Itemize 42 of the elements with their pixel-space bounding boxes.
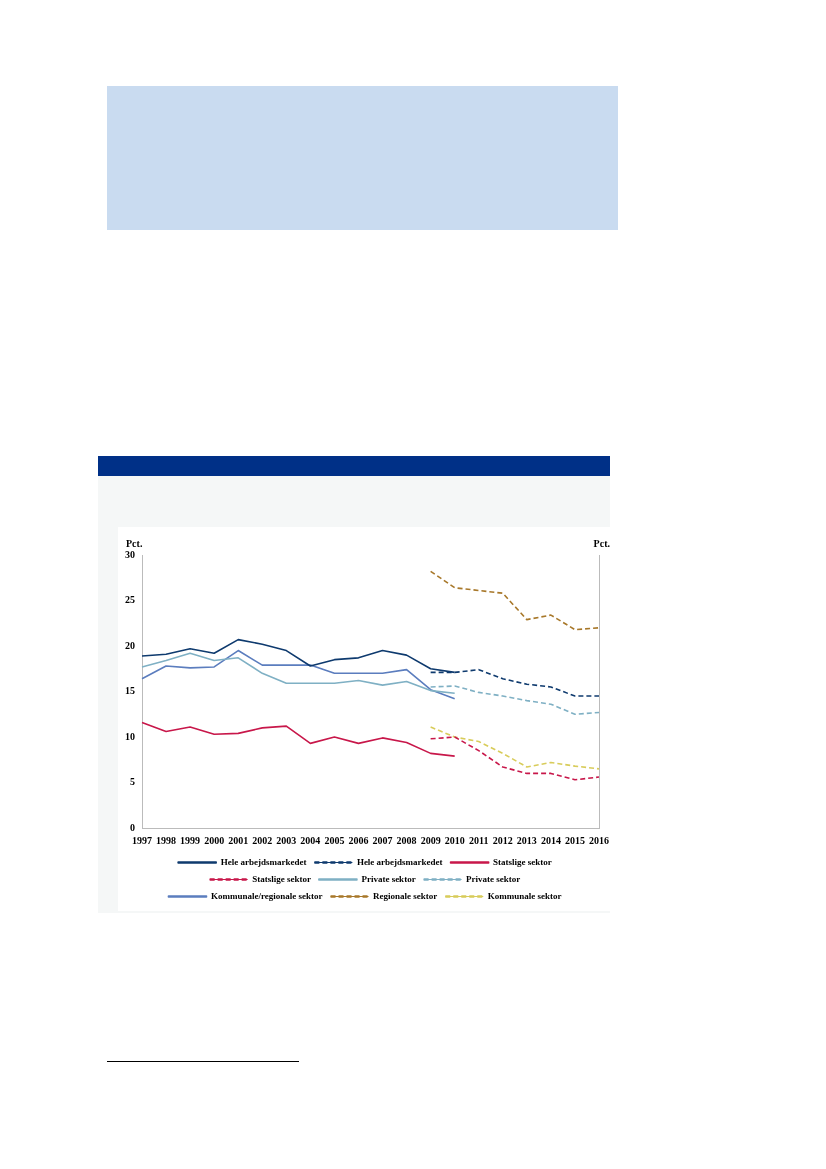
x-tick-label: 1997 (132, 834, 152, 846)
y-tick-label: 0 (130, 821, 135, 833)
y-axis-title: Pct. (126, 537, 143, 549)
legend-label: Statslige sektor (493, 856, 552, 867)
x-tick-label: 2007 (372, 834, 393, 846)
y-tick-label: 20 (125, 639, 135, 651)
x-tick-label: 2003 (276, 834, 297, 846)
x-tick-label: 2014 (540, 834, 561, 846)
legend-label: Hele arbejdsmarkedet (220, 856, 307, 867)
x-tick-label: 1999 (180, 834, 201, 846)
x-tick-label: 2009 (420, 834, 441, 846)
x-tick-label: 1998 (156, 834, 177, 846)
x-tick-label: 2013 (516, 834, 537, 846)
x-tick-label: 2005 (324, 834, 345, 846)
legend-label: Private sektor (466, 873, 521, 884)
legend-label: Kommunale sektor (487, 890, 562, 901)
x-tick-label: 2000 (204, 834, 225, 846)
legend-label: Kommunale/regionale sektor (210, 890, 323, 901)
y-tick-label: 15 (125, 685, 135, 697)
x-tick-label: 2011 (469, 834, 489, 846)
x-tick-label: 2010 (444, 834, 465, 846)
line-series (429, 685, 600, 716)
legend-label: Hele arbejdsmarkedet (356, 856, 443, 867)
x-tick-label: 2001 (228, 834, 249, 846)
legend-label: Private sektor (361, 873, 416, 884)
legend-label: Regionale sektor (373, 890, 438, 901)
line-series (429, 736, 600, 781)
x-tick-label: 2008 (396, 834, 417, 846)
y-tick-label: 25 (125, 594, 135, 606)
y-tick-label: 10 (125, 730, 135, 742)
line-series (429, 726, 600, 770)
x-tick-label: 2016 (589, 834, 609, 846)
x-tick-label: 2004 (300, 834, 321, 846)
x-tick-label: 2006 (348, 834, 369, 846)
y2-axis-title: Pct. (593, 537, 611, 549)
line-series (429, 570, 600, 631)
y-tick-label: 30 (125, 548, 135, 560)
x-tick-label: 2012 (492, 834, 513, 846)
x-tick-label: 2015 (564, 834, 585, 846)
x-tick-label: 2002 (252, 834, 273, 846)
legend-label: Statslige sektor (252, 873, 311, 884)
y-tick-label: 5 (130, 776, 135, 788)
